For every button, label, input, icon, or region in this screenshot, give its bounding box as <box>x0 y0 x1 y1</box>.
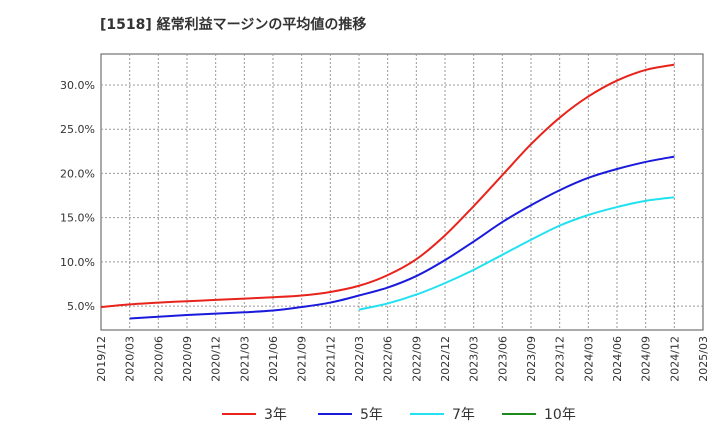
x-tick-label: 2023/12 <box>554 336 567 382</box>
series-line-5年 <box>129 155 675 320</box>
x-tick-label: 2021/06 <box>267 336 280 382</box>
x-tick-label: 2022/12 <box>439 336 452 382</box>
x-tick-label: 2023/06 <box>496 336 509 382</box>
x-tick-label: 2022/03 <box>353 336 366 382</box>
y-tick-label: 25.0% <box>60 123 95 136</box>
legend: 3年 5年 7年 10年 <box>222 407 576 423</box>
legend-label: 10年 <box>544 407 576 423</box>
y-tick-label: 30.0% <box>60 79 95 92</box>
x-tick-label: 2023/03 <box>468 336 481 382</box>
x-tick-label: 2020/06 <box>152 336 165 382</box>
series-lines <box>100 63 675 320</box>
x-tick-label: 2021/09 <box>296 336 309 382</box>
x-tick-label: 2024/09 <box>640 336 653 382</box>
x-tick-label: 2024/03 <box>582 336 595 382</box>
y-axis: 5.0% 10.0% 15.0% 20.0% 25.0% 30.0% <box>60 79 95 313</box>
x-tick-label: 2021/03 <box>238 336 251 382</box>
legend-label: 3年 <box>264 407 287 423</box>
legend-label: 5年 <box>360 407 383 423</box>
x-tick-label: 2020/09 <box>181 336 194 382</box>
x-tick-label: 2024/12 <box>668 336 681 382</box>
legend-item: 7年 <box>410 407 475 423</box>
series-line-7年 <box>358 196 675 311</box>
x-tick-label: 2020/12 <box>210 336 223 382</box>
chart-title: [1518] 経常利益マージンの平均値の推移 <box>100 16 366 33</box>
y-tick-label: 15.0% <box>60 212 95 225</box>
y-tick-label: 10.0% <box>60 256 95 269</box>
x-tick-label: 2025/03 <box>697 336 710 382</box>
y-tick-label: 20.0% <box>60 167 95 180</box>
x-tick-label: 2020/03 <box>124 336 137 382</box>
legend-item: 10年 <box>502 407 576 423</box>
plot-area <box>100 53 704 331</box>
x-tick-label: 2023/09 <box>525 336 538 382</box>
x-tick-label: 2019/12 <box>95 336 108 382</box>
x-tick-label: 2022/06 <box>382 336 395 382</box>
x-tick-label: 2024/06 <box>611 336 624 382</box>
x-tick-label: 2021/12 <box>324 336 337 382</box>
legend-label: 7年 <box>452 407 475 423</box>
grid <box>101 54 703 330</box>
y-tick-label: 5.0% <box>67 300 95 313</box>
legend-item: 3年 <box>222 407 287 423</box>
x-tick-label: 2022/09 <box>410 336 423 382</box>
series-line-3年 <box>100 63 675 308</box>
x-axis: 2019/12 2020/03 2020/06 2020/09 2020/12 2021/… <box>95 336 710 382</box>
legend-item: 5年 <box>318 407 383 423</box>
